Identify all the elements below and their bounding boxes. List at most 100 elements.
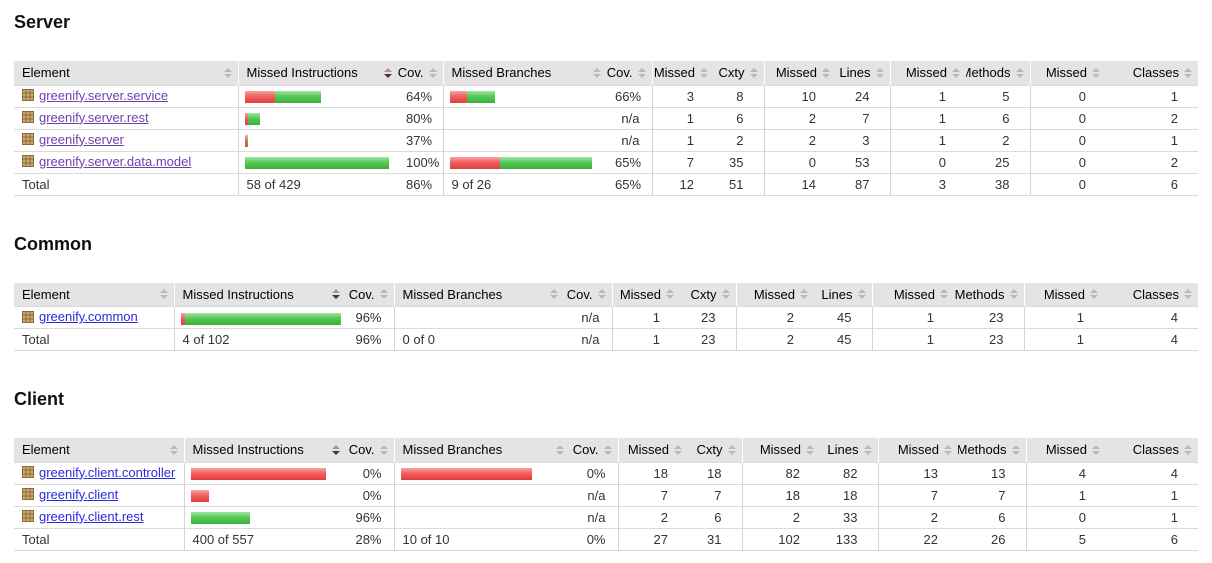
column-header-lines[interactable]: Lines [814,282,872,307]
column-header-cxty[interactable]: Cxty [680,282,736,307]
column-header-missed[interactable]: Missed [611,282,680,307]
sort-icon[interactable] [223,67,232,78]
column-header-missed[interactable]: Missed [877,438,958,462]
sort-icon[interactable] [1092,444,1100,455]
sort-icon[interactable] [332,444,340,455]
column-header-classes[interactable]: Classes [1104,282,1198,307]
sort-icon[interactable] [863,444,872,455]
column-header-cov[interactable]: Cov. [564,282,612,307]
package-link[interactable]: greenify.client [22,487,118,502]
sort-icon[interactable] [637,67,646,78]
cell-instruction-coverage: 0% [346,483,394,506]
column-header-element[interactable]: Element [14,61,238,85]
sort-icon[interactable] [332,289,340,300]
package-link[interactable]: greenify.client.rest [22,509,144,524]
column-header-element[interactable]: Element [14,438,184,462]
sort-icon[interactable] [666,289,674,300]
sort-icon[interactable] [806,444,814,455]
sort-icon[interactable] [1184,289,1192,300]
header-row: Element Missed Instructions Cov. Missed Bra… [14,282,1198,307]
sort-icon[interactable] [940,289,948,300]
column-header-missed-instructions[interactable]: Missed Instructions [183,438,346,462]
sort-icon[interactable] [749,67,758,78]
sort-icon[interactable] [952,67,960,78]
column-header-missed[interactable]: Missed [1029,61,1106,85]
column-header-methods[interactable]: Methods [958,438,1026,462]
missed-instructions-bar [244,113,260,126]
column-header-missed[interactable]: Missed [1023,282,1104,307]
sort-icon[interactable] [822,67,830,78]
header-cell-content: Missed [620,283,674,307]
sort-icon[interactable] [674,444,682,455]
sort-icon[interactable] [721,289,730,300]
sort-icon[interactable] [944,444,952,455]
column-header-cov[interactable]: Cov. [346,438,394,462]
sort-icon[interactable] [556,444,564,455]
column-header-cov[interactable]: Cov. [346,282,394,307]
column-header-missed[interactable]: Missed [1025,438,1106,462]
column-header-missed[interactable]: Missed [617,438,688,462]
column-header-cov[interactable]: Cov. [398,61,443,85]
column-header-lines[interactable]: Lines [836,61,890,85]
sort-icon[interactable] [857,289,866,300]
table-row: greenify.server.rest 80% n/a 1 6 2 7 1 6 0 2 [14,106,1198,129]
sort-icon[interactable] [159,289,168,300]
sort-icon[interactable] [1090,289,1098,300]
package-link[interactable]: greenify.server.service [22,88,168,103]
sort-icon[interactable] [800,289,808,300]
package-link[interactable]: greenify.server.data.model [22,154,191,169]
column-header-methods[interactable]: Methods [954,282,1024,307]
sort-icon[interactable] [1092,67,1100,78]
sort-icon[interactable] [384,67,392,78]
sort-icon[interactable] [597,289,606,300]
column-header-methods[interactable]: Methods [966,61,1030,85]
sort-icon[interactable] [169,444,178,455]
package-link[interactable]: greenify.server [22,132,124,147]
sort-icon[interactable] [1011,444,1020,455]
total-row: Total 4 of 102 96% 0 of 0 n/a 1 23 2 45 1 23 1 4 [14,328,1198,351]
sort-icon[interactable] [700,67,708,78]
header-cell-content: Lines [821,283,866,307]
sort-icon[interactable] [727,444,736,455]
column-header-cov[interactable]: Cov. [570,438,618,462]
sort-icon[interactable] [1009,289,1018,300]
package-link[interactable]: greenify.server.rest [22,110,149,125]
column-label: Cxty [718,65,745,81]
column-header-lines[interactable]: Lines [820,438,878,462]
sort-up-arrow [428,67,437,72]
cell-total-counter: 6 [1106,172,1198,196]
sort-icon[interactable] [379,444,388,455]
column-header-cxty[interactable]: Cxty [688,438,742,462]
column-header-missed[interactable]: Missed [871,282,954,307]
column-header-cxty[interactable]: Cxty [714,61,764,85]
column-header-missed-instructions[interactable]: Missed Instructions [237,61,398,85]
column-header-missed[interactable]: Missed [735,282,814,307]
sort-icon[interactable] [379,289,388,300]
sort-icon[interactable] [1015,67,1024,78]
sort-icon[interactable] [593,67,601,78]
column-header-missed-branches[interactable]: Missed Branches [393,282,564,307]
sort-down-arrow [637,73,646,78]
column-header-missed[interactable]: Missed [651,61,714,85]
missed-branches-bar [449,157,592,170]
column-header-missed[interactable]: Missed [741,438,820,462]
sort-icon[interactable] [1184,444,1192,455]
column-header-missed[interactable]: Missed [889,61,966,85]
sort-icon[interactable] [428,67,437,78]
cell-instruction-coverage: 80% [398,106,443,129]
package-link[interactable]: greenify.common [22,309,138,324]
package-link[interactable]: greenify.client.controller [22,465,175,480]
sort-icon[interactable] [875,67,884,78]
column-header-missed[interactable]: Missed [763,61,836,85]
column-header-missed-branches[interactable]: Missed Branches [442,61,607,85]
sort-icon[interactable] [603,444,612,455]
sort-down-arrow [863,450,872,455]
column-header-classes[interactable]: Classes [1106,438,1198,462]
column-header-missed-branches[interactable]: Missed Branches [393,438,570,462]
sort-icon[interactable] [1184,67,1192,78]
column-header-cov[interactable]: Cov. [607,61,652,85]
column-header-missed-instructions[interactable]: Missed Instructions [173,282,346,307]
column-header-element[interactable]: Element [14,282,174,307]
column-header-classes[interactable]: Classes [1106,61,1198,85]
sort-icon[interactable] [550,289,558,300]
